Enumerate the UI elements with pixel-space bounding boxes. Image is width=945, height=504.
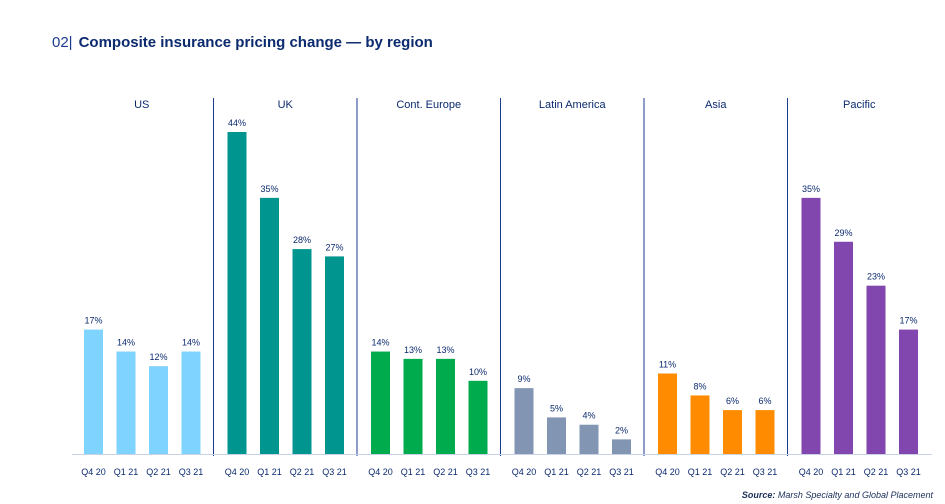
- tick-label: Q3 21: [753, 467, 778, 477]
- tick-label: Q1 21: [401, 467, 426, 477]
- data-label: 44%: [228, 118, 246, 128]
- bar: [260, 197, 279, 454]
- bar: [403, 358, 423, 454]
- bar: [866, 285, 886, 454]
- panel-title-4: Asia: [705, 99, 727, 111]
- data-label: 6%: [726, 396, 739, 406]
- tick-label: Q3 21: [609, 467, 634, 477]
- tick-label: Q2 21: [290, 467, 315, 477]
- tick-label: Q4 20: [81, 467, 106, 477]
- tick-label: Q2 21: [433, 467, 458, 477]
- bar: [325, 256, 344, 454]
- panel-title-1: UK: [278, 99, 294, 111]
- bar: [690, 395, 710, 454]
- tick-label: Q2 21: [577, 467, 602, 477]
- tick-label: Q3 21: [466, 467, 491, 477]
- data-label: 27%: [325, 242, 343, 252]
- tick-label: Q4 20: [799, 467, 824, 477]
- tick-label: Q3 21: [896, 467, 921, 477]
- data-label: 11%: [659, 360, 676, 370]
- bar: [899, 329, 918, 454]
- tick-label: Q3 21: [322, 467, 347, 477]
- data-label: 8%: [693, 381, 706, 391]
- panel-title-3: Latin America: [539, 99, 607, 111]
- data-label: 28%: [293, 235, 311, 245]
- source-note: Source: Marsh Specialty and Global Place…: [742, 490, 933, 500]
- bar: [227, 132, 247, 454]
- data-label: 14%: [182, 338, 200, 348]
- data-label: 35%: [802, 184, 820, 194]
- data-label: 5%: [550, 403, 563, 413]
- bar: [436, 358, 455, 454]
- tick-label: Q3 21: [179, 467, 204, 477]
- data-label: 17%: [899, 316, 917, 326]
- bar: [292, 249, 312, 454]
- tick-label: Q1 21: [257, 467, 282, 477]
- bar: [371, 351, 390, 454]
- bar: [514, 388, 534, 454]
- bar: [468, 380, 488, 454]
- panel-title-2: Cont. Europe: [396, 99, 461, 111]
- tick-label: Q2 21: [864, 467, 889, 477]
- tick-label: Q4 20: [368, 467, 393, 477]
- data-label: 14%: [117, 338, 135, 348]
- bar: [149, 366, 168, 454]
- data-label: 2%: [615, 425, 628, 435]
- data-label: 17%: [84, 316, 102, 326]
- data-label: 9%: [517, 374, 530, 384]
- panel-title-5: Pacific: [843, 99, 876, 111]
- bar: [116, 351, 136, 454]
- tick-label: Q4 20: [655, 467, 680, 477]
- bar: [834, 241, 853, 454]
- data-label: 12%: [149, 352, 167, 362]
- figure-number: 02|: [52, 34, 73, 51]
- bar: [579, 424, 599, 454]
- data-label: 29%: [834, 228, 852, 238]
- tick-label: Q1 21: [114, 467, 139, 477]
- bar: [801, 197, 821, 454]
- bar: [723, 410, 742, 454]
- data-label: 4%: [582, 411, 595, 421]
- data-label: 23%: [867, 272, 885, 282]
- tick-label: Q4 20: [225, 467, 250, 477]
- tick-label: Q2 21: [720, 467, 745, 477]
- bar: [755, 410, 775, 454]
- bar: [612, 439, 631, 454]
- source-text: Marsh Specialty and Global Placement: [777, 490, 933, 500]
- tick-label: Q1 21: [688, 467, 713, 477]
- panel-title-0: US: [134, 99, 149, 111]
- tick-label: Q1 21: [544, 467, 569, 477]
- data-label: 6%: [758, 396, 771, 406]
- tick-label: Q2 21: [146, 467, 171, 477]
- chart-title: 02| Composite insurance pricing change —…: [52, 34, 433, 51]
- tick-label: Q4 20: [512, 467, 537, 477]
- data-label: 10%: [469, 367, 487, 377]
- bar: [547, 417, 566, 454]
- bar: [84, 329, 103, 454]
- bar: [658, 373, 677, 454]
- bar: [181, 351, 201, 454]
- data-label: 14%: [371, 338, 389, 348]
- data-label: 35%: [260, 184, 278, 194]
- page-title: Composite insurance pricing change — by …: [78, 34, 433, 51]
- data-label: 13%: [404, 345, 422, 355]
- data-label: 13%: [436, 345, 454, 355]
- source-label: Source:: [741, 490, 776, 500]
- tick-label: Q1 21: [831, 467, 856, 477]
